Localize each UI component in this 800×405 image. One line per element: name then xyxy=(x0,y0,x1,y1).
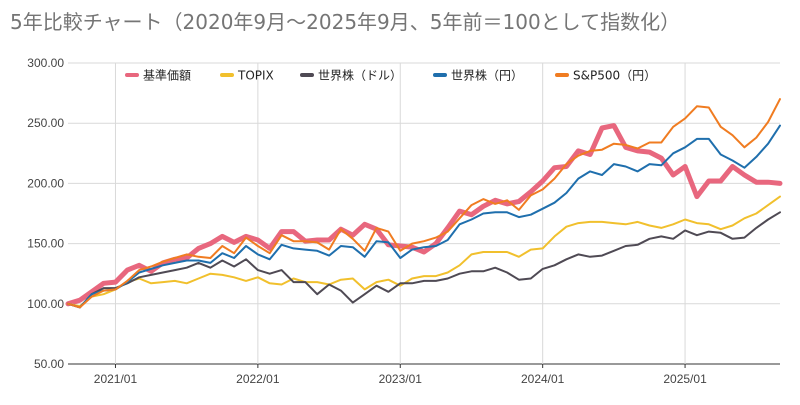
series-line-1 xyxy=(65,123,783,307)
legend-label: TOPIX xyxy=(237,69,274,83)
series-line-4 xyxy=(67,124,781,309)
y-axis-ticks: 300.00 250.00 200.00 150.00 100.00 50.00 xyxy=(27,56,64,371)
x-tick-label: 2025/01 xyxy=(663,372,707,386)
grid-lines xyxy=(68,62,780,368)
y-tick-label: 100.00 xyxy=(27,297,64,311)
series-lines xyxy=(65,98,783,309)
legend-label: 基準価額 xyxy=(143,68,191,83)
legend-label: 世界株（円） xyxy=(451,68,523,83)
legend-label: 世界株（ドル） xyxy=(318,68,402,83)
x-tick-label: 2022/01 xyxy=(236,372,280,386)
x-tick-label: 2021/01 xyxy=(94,372,138,386)
series-line-2 xyxy=(67,195,781,308)
y-tick-label: 250.00 xyxy=(27,116,64,130)
x-tick-label: 2024/01 xyxy=(521,372,565,386)
legend-label: S&P500（円） xyxy=(573,69,656,83)
chart-title: 5年比較チャート（2020年9月〜2025年9月、5年前＝100として指数化） xyxy=(10,10,681,34)
series-line-3 xyxy=(67,211,781,309)
x-tick-label: 2023/01 xyxy=(379,372,423,386)
x-axis-ticks: 2021/01 2022/01 2023/01 2024/01 2025/01 xyxy=(94,372,707,386)
y-tick-label: 150.00 xyxy=(27,237,64,251)
legend: 基準価額 TOPIX 世界株（ドル） 世界株（円） S&P500（円） xyxy=(125,68,656,83)
y-tick-label: 300.00 xyxy=(27,56,64,70)
series-line-5 xyxy=(67,98,781,309)
y-tick-label: 200.00 xyxy=(27,176,64,190)
y-tick-label: 50.00 xyxy=(34,357,64,371)
